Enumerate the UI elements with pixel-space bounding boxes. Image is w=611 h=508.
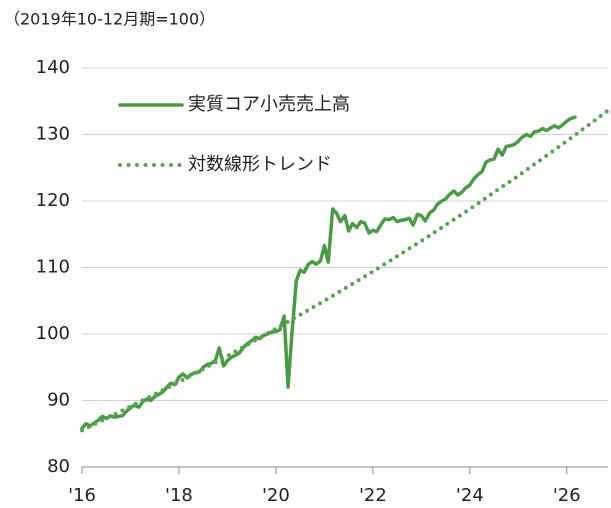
y-tick-label: 100 [36, 323, 70, 344]
y-tick-label: 90 [47, 390, 70, 411]
legend-label: 実質コア小売売上高 [188, 94, 350, 115]
y-tick-label: 110 [36, 257, 70, 278]
legend-label: 対数線形トレンド [188, 154, 332, 175]
x-tick-label: '22 [359, 485, 387, 506]
y-tick-label: 120 [36, 190, 70, 211]
y-tick-label: 80 [47, 456, 70, 477]
x-tick-label: '20 [262, 485, 290, 506]
x-tick-label: '26 [553, 485, 581, 506]
series-line [80, 108, 610, 433]
x-tick-label: '16 [68, 485, 96, 506]
x-tick-label: '24 [456, 485, 484, 506]
y-tick-label: 130 [36, 124, 70, 145]
x-tick-label: '18 [165, 485, 193, 506]
chart-subtitle: （2019年10-12月期=100） [4, 10, 215, 29]
y-tick-label: 140 [36, 57, 70, 78]
